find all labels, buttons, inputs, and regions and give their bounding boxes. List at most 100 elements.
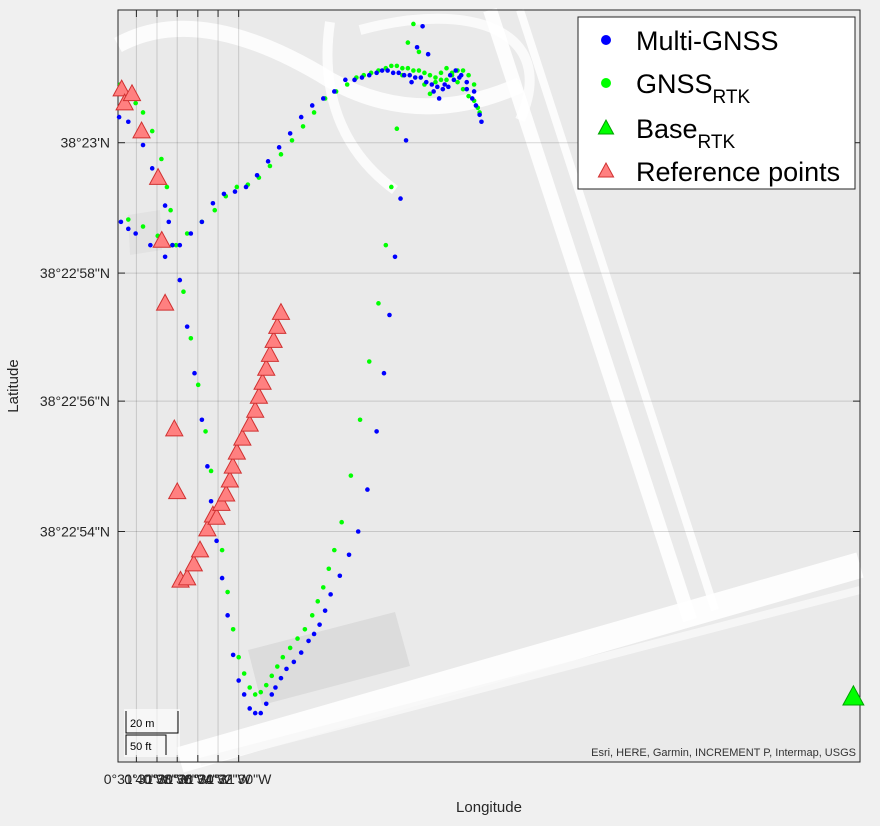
- data-point: [447, 72, 453, 78]
- data-point: [140, 224, 146, 229]
- series-base: [842, 684, 865, 706]
- data-point: [284, 666, 289, 672]
- scale-bar-imperial-label: 50 ft: [130, 741, 151, 753]
- scale-bar: 20 m 50 ft: [124, 709, 180, 757]
- basemap-road: [176, 552, 864, 773]
- data-point: [116, 114, 122, 120]
- data-point: [311, 631, 317, 637]
- data-point: [241, 692, 247, 697]
- data-point: [219, 547, 225, 553]
- data-point: [451, 77, 457, 83]
- data-point: [423, 79, 429, 85]
- data-point: [469, 96, 475, 101]
- data-point-triangle: [207, 507, 226, 525]
- data-point: [438, 77, 444, 83]
- data-point: [453, 68, 459, 73]
- y-axis-ticks: 38°23'N 38°22'58"N 38°22'56"N 38°22'54"N: [40, 135, 860, 540]
- data-point: [473, 103, 479, 108]
- data-point: [188, 231, 194, 236]
- data-point-triangle: [260, 344, 280, 362]
- data-point: [433, 75, 438, 80]
- scale-bar-metric-label: 20 m: [130, 718, 154, 730]
- data-point: [359, 75, 365, 80]
- legend-label-main: Multi-GNSS: [636, 26, 779, 56]
- data-point: [418, 75, 424, 80]
- data-point: [401, 72, 407, 78]
- y-axis-label: Latitude: [5, 359, 22, 412]
- data-point: [455, 79, 460, 85]
- series-multi-gnss: [116, 23, 484, 716]
- data-point: [427, 72, 433, 78]
- data-point: [126, 217, 131, 222]
- data-point: [149, 128, 155, 134]
- data-point: [394, 63, 400, 69]
- data-point: [267, 163, 273, 169]
- data-point: [254, 173, 260, 178]
- data-point: [265, 159, 271, 164]
- data-point: [195, 382, 201, 388]
- data-point-triangle: [223, 456, 243, 474]
- data-point-triangle: [267, 316, 287, 334]
- data-point: [440, 86, 446, 92]
- x-axis-ticks: 0°31'40"W0°31'38"W0°31'36"W0°31'34"W0°31…: [104, 10, 272, 787]
- data-point: [315, 599, 321, 604]
- data-point-triangle: [112, 79, 132, 97]
- data-point: [332, 89, 337, 94]
- data-point: [205, 464, 210, 469]
- data-point: [409, 79, 414, 85]
- data-point: [302, 626, 308, 632]
- data-point: [159, 156, 164, 162]
- data-point: [184, 231, 190, 236]
- data-point: [328, 592, 333, 597]
- data-point: [230, 652, 236, 658]
- data-point: [287, 645, 293, 651]
- legend-label: GNSSRTK: [636, 69, 751, 108]
- legend-label-subscript: RTK: [713, 87, 751, 108]
- data-point: [400, 65, 405, 71]
- data-point: [344, 82, 350, 87]
- data-point: [126, 226, 131, 232]
- data-point-triangle: [148, 167, 168, 185]
- data-point: [232, 189, 238, 194]
- data-point: [366, 72, 372, 78]
- data-point: [385, 68, 390, 73]
- data-point: [317, 622, 322, 627]
- data-point: [210, 200, 216, 206]
- data-point-triangle: [190, 540, 210, 558]
- data-point-triangle: [216, 484, 236, 502]
- data-point-triangle: [115, 93, 135, 111]
- legend-label-main: Base: [636, 114, 698, 144]
- data-point: [173, 242, 179, 248]
- data-point: [162, 203, 168, 208]
- data-point: [184, 324, 190, 329]
- data-point: [435, 84, 440, 90]
- data-point: [420, 23, 425, 29]
- data-point-triangle: [232, 428, 252, 446]
- data-point: [243, 184, 249, 190]
- data-point: [287, 131, 293, 136]
- data-point: [398, 196, 403, 201]
- data-point-triangle: [249, 386, 269, 404]
- data-point: [280, 654, 286, 660]
- data-point: [269, 692, 275, 697]
- data-point: [477, 112, 482, 118]
- basemap-road: [198, 586, 862, 766]
- data-point: [148, 242, 153, 248]
- data-point: [383, 242, 389, 248]
- data-point: [355, 529, 361, 534]
- data-point: [278, 152, 284, 157]
- y-tick-label: 38°22'56"N: [40, 393, 110, 409]
- x-tick-label: 0°31'36"W: [145, 771, 211, 787]
- data-point: [405, 40, 411, 45]
- data-point: [466, 72, 471, 78]
- data-point: [444, 77, 449, 83]
- data-point: [311, 110, 317, 115]
- data-point: [332, 547, 337, 553]
- data-point: [289, 138, 295, 143]
- data-point: [309, 613, 315, 618]
- data-point: [247, 685, 252, 690]
- data-point: [407, 72, 413, 78]
- data-point-triangle: [177, 568, 197, 586]
- data-point: [118, 219, 124, 225]
